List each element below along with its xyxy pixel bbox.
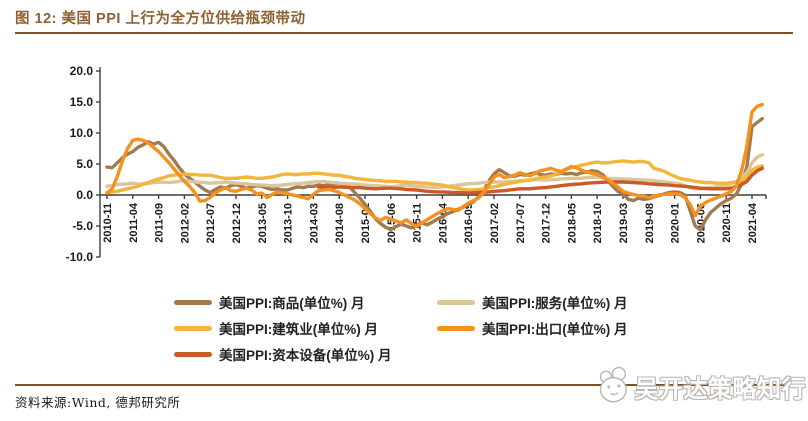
svg-text:-10.0: -10.0 xyxy=(66,250,94,264)
svg-text:2017-07: 2017-07 xyxy=(515,203,527,243)
svg-text:2014-08: 2014-08 xyxy=(334,203,346,243)
svg-text:2014-03: 2014-03 xyxy=(308,203,320,243)
series-line-exports xyxy=(105,102,764,229)
series-line-construction xyxy=(105,159,764,195)
svg-text:15.0: 15.0 xyxy=(70,95,94,109)
series-line-capital_equipment xyxy=(316,166,764,195)
legend-item-exports: 美国PPI:出口(单位%) 月 xyxy=(437,315,700,341)
svg-text:2017-12: 2017-12 xyxy=(541,203,553,243)
footer-divider xyxy=(15,384,793,386)
svg-text:0.0: 0.0 xyxy=(76,188,93,202)
svg-text:2020-11: 2020-11 xyxy=(721,203,733,243)
figure-title: 图 12: 美国 PPI 上行为全方位供给瓶颈带动 xyxy=(15,11,306,27)
svg-text:10.0: 10.0 xyxy=(70,126,94,140)
svg-text:2019-08: 2019-08 xyxy=(644,203,656,243)
source-note: 资料来源:Wind, 德邦研究所 xyxy=(15,395,181,410)
svg-text:2020-01: 2020-01 xyxy=(670,203,682,243)
legend-marker-capital_equipment xyxy=(174,351,212,357)
svg-text:2013-10: 2013-10 xyxy=(283,203,295,243)
watermark-mascot-icon xyxy=(599,366,627,403)
title-divider xyxy=(15,32,793,34)
legend-marker-construction xyxy=(174,325,212,331)
legend-label-capital_equipment: 美国PPI:资本设备(单位%) 月 xyxy=(219,348,392,363)
chart-legend: 美国PPI:商品(单位%) 月 美国PPI:服务(单位%) 月美国PPI:建筑业(… xyxy=(174,289,708,367)
legend-item-capital_equipment: 美国PPI:资本设备(单位%) 月 xyxy=(174,341,437,367)
svg-text:2019-03: 2019-03 xyxy=(618,203,630,243)
svg-text:20.0: 20.0 xyxy=(70,64,94,78)
svg-text:2012-02: 2012-02 xyxy=(179,203,191,243)
legend-marker-goods xyxy=(174,299,212,305)
svg-text:2012-07: 2012-07 xyxy=(205,203,217,243)
svg-text:2011-09: 2011-09 xyxy=(154,203,166,243)
svg-text:2021-04: 2021-04 xyxy=(747,202,759,243)
legend-marker-exports xyxy=(437,325,475,331)
svg-text:5.0: 5.0 xyxy=(76,157,93,171)
svg-text:2018-10: 2018-10 xyxy=(592,203,604,243)
watermark-text: 吴开达策略知行 xyxy=(634,375,806,403)
legend-item-goods: 美国PPI:商品(单位%) 月 xyxy=(174,289,437,315)
svg-text:-5.0: -5.0 xyxy=(72,219,93,233)
svg-text:2010-11: 2010-11 xyxy=(102,203,114,243)
watermark: 吴开达策略知行 xyxy=(594,358,806,414)
legend-item-construction: 美国PPI:建筑业(单位%) 月 xyxy=(174,315,437,341)
svg-text:2015-06: 2015-06 xyxy=(386,203,398,243)
svg-text:2016-09: 2016-09 xyxy=(463,203,475,243)
legend-label-construction: 美国PPI:建筑业(单位%) 月 xyxy=(219,322,379,337)
legend-label-goods: 美国PPI:商品(单位%) 月 xyxy=(219,296,365,311)
legend-marker-services xyxy=(437,299,475,305)
legend-label-exports: 美国PPI:出口(单位%) 月 xyxy=(482,322,628,337)
svg-text:2012-12: 2012-12 xyxy=(231,203,243,243)
svg-text:2017-02: 2017-02 xyxy=(489,203,501,243)
legend-item-services: 美国PPI:服务(单位%) 月 xyxy=(437,289,700,315)
ppi-line-chart: 20.0 15.0 10.0 5.0 0.0 -5.0 -10.0 2010-11 2011-0… xyxy=(66,64,767,264)
svg-text:2011-04: 2011-04 xyxy=(128,202,140,243)
svg-text:2018-05: 2018-05 xyxy=(566,203,578,243)
legend-label-services: 美国PPI:服务(单位%) 月 xyxy=(482,296,628,311)
svg-text:2013-05: 2013-05 xyxy=(257,203,269,243)
